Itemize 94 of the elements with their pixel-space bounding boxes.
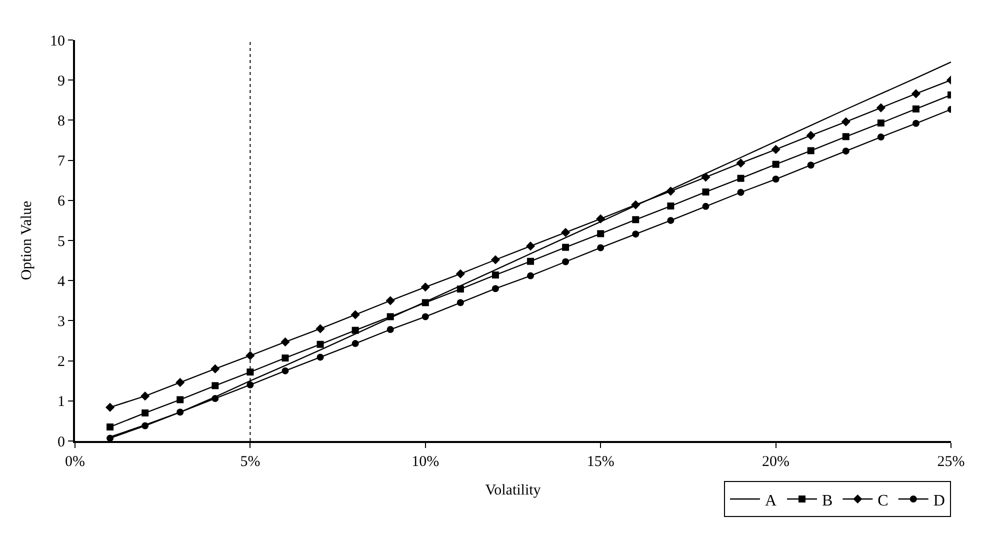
point (807, 147, 814, 154)
y-tick-label: 3 (58, 314, 65, 330)
point (352, 326, 359, 334)
x-axis-title: Volatility (485, 482, 542, 498)
x-tick-label: 20% (762, 454, 790, 470)
y-tick-label: 4 (58, 274, 66, 290)
y-tick-label: 10 (50, 33, 65, 50)
point (246, 368, 254, 376)
point (667, 202, 674, 210)
point (772, 176, 780, 183)
point (737, 188, 744, 196)
point (632, 216, 640, 224)
point (771, 144, 780, 154)
x-tick-label: 10% (412, 454, 440, 470)
point (105, 402, 115, 412)
point (912, 120, 920, 127)
x-tick-label: 0% (65, 454, 85, 470)
legend-label: D (933, 492, 945, 510)
point (492, 285, 499, 292)
point (210, 364, 220, 374)
point (246, 351, 255, 360)
point (386, 326, 394, 334)
point (701, 172, 710, 182)
y-tick-label: 2 (58, 354, 65, 370)
y-tick-label: 6 (58, 194, 66, 210)
y-tick-label: 8 (58, 113, 65, 130)
point (386, 313, 394, 320)
point (350, 310, 360, 320)
y-tick-label: 5 (58, 234, 65, 250)
point (490, 255, 500, 264)
y-tick-label: 0 (58, 434, 65, 450)
point (912, 105, 920, 112)
point (527, 272, 534, 280)
point (492, 271, 499, 278)
y-tick-label: 9 (58, 73, 65, 90)
x-tick-label: 25% (937, 454, 965, 470)
point (456, 299, 464, 306)
point (140, 392, 150, 401)
point (807, 162, 814, 169)
point (596, 214, 606, 224)
point (386, 296, 395, 306)
point (597, 244, 604, 252)
point (526, 242, 536, 251)
point (597, 230, 604, 238)
point (562, 244, 570, 251)
point (456, 269, 465, 278)
point (632, 230, 640, 238)
legend-label: B (822, 492, 833, 510)
point (422, 313, 429, 320)
y-axis-title: Option Value (18, 200, 35, 280)
point (561, 228, 570, 238)
point (527, 258, 534, 265)
point (316, 324, 325, 334)
point (316, 354, 324, 361)
point (806, 130, 816, 140)
point (212, 382, 219, 390)
point (876, 103, 886, 112)
point (280, 337, 290, 346)
point (737, 174, 744, 182)
legend-label: A (765, 492, 777, 510)
point (176, 408, 184, 416)
point (702, 202, 710, 210)
point (422, 299, 429, 306)
point (877, 120, 884, 127)
point (142, 409, 149, 416)
point (702, 188, 710, 196)
point (282, 354, 289, 362)
point (282, 367, 289, 374)
point (772, 160, 780, 168)
y-tick-label: 7 (58, 154, 66, 170)
point (142, 422, 149, 430)
point (841, 117, 850, 126)
y-tick-label: 1 (58, 394, 65, 410)
point (212, 394, 219, 402)
point (352, 340, 359, 348)
point (106, 423, 114, 430)
point (562, 258, 570, 266)
legend-label: C (878, 492, 888, 510)
point (736, 158, 746, 168)
x-tick-label: 5% (240, 454, 260, 470)
point (420, 282, 430, 292)
point (456, 286, 464, 293)
point (106, 434, 114, 441)
point (877, 134, 884, 141)
point (667, 216, 674, 224)
point (666, 186, 676, 196)
point (842, 148, 850, 155)
point (316, 340, 324, 348)
point (842, 133, 850, 140)
point (176, 378, 185, 387)
point (176, 396, 184, 404)
x-tick-label: 15% (586, 454, 614, 470)
point (631, 200, 640, 210)
point (911, 89, 921, 98)
